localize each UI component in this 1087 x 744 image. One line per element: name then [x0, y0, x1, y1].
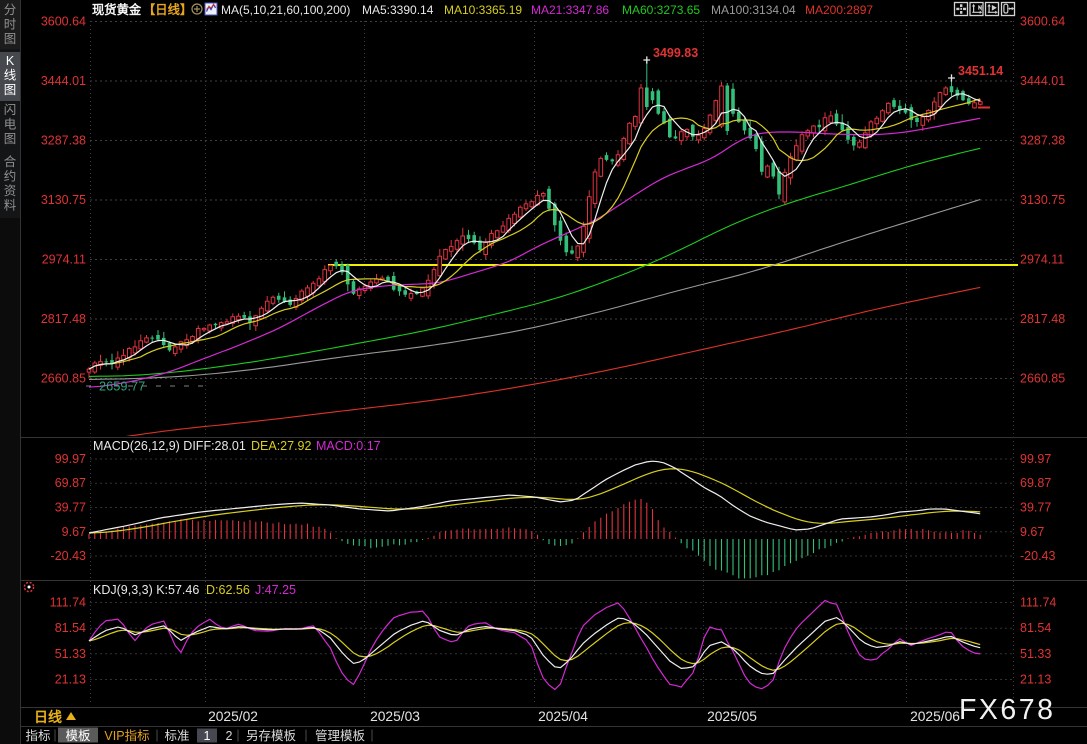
svg-text:图: 图: [4, 83, 17, 97]
svg-text:FX678: FX678: [959, 694, 1055, 726]
svg-text:MA10:3365.19: MA10:3365.19: [444, 3, 522, 17]
svg-text:9.67: 9.67: [62, 525, 86, 539]
svg-text:3600.64: 3600.64: [1020, 15, 1065, 29]
svg-text:管理模板: 管理模板: [315, 728, 366, 743]
svg-text:日线: 日线: [34, 709, 62, 725]
svg-text:2025/02: 2025/02: [208, 709, 258, 724]
svg-text:3130.75: 3130.75: [1020, 193, 1065, 207]
svg-text:MA(5,10,21,60,100,200): MA(5,10,21,60,100,200): [221, 3, 350, 17]
svg-text:闪: 闪: [4, 103, 17, 117]
svg-text:2660.85: 2660.85: [1020, 372, 1065, 386]
svg-text:指标: 指标: [25, 728, 50, 743]
svg-text:线: 线: [4, 69, 17, 83]
svg-text:69.87: 69.87: [1020, 476, 1051, 490]
svg-text:-20.43: -20.43: [1020, 549, 1055, 563]
svg-text:3287.38: 3287.38: [1020, 134, 1065, 148]
svg-text:MA200:2897: MA200:2897: [805, 3, 873, 17]
svg-text:时: 时: [4, 18, 17, 32]
svg-text:39.77: 39.77: [55, 501, 86, 515]
svg-text:51.33: 51.33: [55, 647, 86, 661]
svg-text:【日线】: 【日线】: [143, 2, 192, 17]
svg-text:-20.43: -20.43: [51, 549, 86, 563]
svg-text:3451.14: 3451.14: [958, 64, 1003, 78]
svg-text:2025/03: 2025/03: [370, 709, 420, 724]
svg-text:MA5:3390.14: MA5:3390.14: [362, 3, 434, 17]
svg-text:另存模板: 另存模板: [246, 729, 297, 743]
svg-text:81.54: 81.54: [1020, 621, 1051, 635]
svg-text:2: 2: [226, 729, 233, 743]
svg-text:模板: 模板: [65, 729, 91, 743]
svg-text:J:47.25: J:47.25: [255, 583, 296, 597]
svg-text:MA100:3134.04: MA100:3134.04: [711, 3, 796, 17]
svg-text:3130.75: 3130.75: [41, 193, 86, 207]
svg-text:MACD(26,12,9) DIFF:28.01: MACD(26,12,9) DIFF:28.01: [93, 439, 246, 453]
svg-text:9.67: 9.67: [1020, 525, 1044, 539]
svg-text:图: 图: [4, 132, 17, 146]
svg-text:21.13: 21.13: [1020, 673, 1051, 687]
svg-text:2025/05: 2025/05: [707, 709, 757, 724]
svg-text:KDJ(9,3,3) K:57.46: KDJ(9,3,3) K:57.46: [93, 583, 199, 597]
svg-text:69.87: 69.87: [55, 476, 86, 490]
svg-text:2025/04: 2025/04: [538, 709, 588, 724]
svg-text:MA21:3347.86: MA21:3347.86: [531, 3, 609, 17]
svg-text:39.77: 39.77: [1020, 501, 1051, 515]
svg-text:111.74: 111.74: [1020, 596, 1056, 610]
svg-text:99.97: 99.97: [1020, 452, 1051, 466]
svg-text:2817.48: 2817.48: [1020, 312, 1065, 326]
svg-text:D:62.56: D:62.56: [206, 583, 250, 597]
svg-text:51.33: 51.33: [1020, 647, 1051, 661]
svg-text:VIP指标: VIP指标: [104, 728, 149, 743]
svg-text:MACD:0.17: MACD:0.17: [316, 439, 381, 453]
svg-text:标准: 标准: [164, 729, 189, 743]
svg-text:3499.83: 3499.83: [653, 46, 698, 60]
svg-text:电: 电: [4, 118, 17, 132]
svg-text:K: K: [6, 54, 15, 68]
svg-text:2974.11: 2974.11: [1020, 253, 1064, 267]
svg-text:现货黄金: 现货黄金: [92, 2, 142, 17]
svg-text:1: 1: [204, 729, 211, 743]
svg-text:81.54: 81.54: [55, 621, 86, 635]
svg-text:约: 约: [4, 169, 17, 184]
svg-text:3287.38: 3287.38: [41, 134, 86, 148]
svg-text:料: 料: [4, 199, 17, 213]
svg-text:2025/06: 2025/06: [910, 709, 960, 724]
svg-text:MA60:3273.65: MA60:3273.65: [622, 3, 700, 17]
svg-text:2660.85: 2660.85: [41, 372, 86, 386]
svg-text:3444.01: 3444.01: [41, 74, 86, 88]
svg-text:DEA:27.92: DEA:27.92: [251, 439, 312, 453]
svg-text:3600.64: 3600.64: [41, 15, 86, 29]
svg-text:合: 合: [4, 154, 17, 169]
svg-text:2817.48: 2817.48: [41, 312, 86, 326]
svg-text:2974.11: 2974.11: [42, 253, 86, 267]
svg-text:99.97: 99.97: [55, 452, 86, 466]
svg-text:图: 图: [4, 32, 17, 46]
svg-text:分: 分: [4, 3, 17, 17]
svg-text:111.74: 111.74: [50, 596, 86, 610]
svg-text:21.13: 21.13: [55, 673, 86, 687]
svg-text:3444.01: 3444.01: [1020, 74, 1065, 88]
svg-text:资: 资: [4, 184, 17, 198]
svg-text:2659.77: 2659.77: [99, 379, 145, 394]
